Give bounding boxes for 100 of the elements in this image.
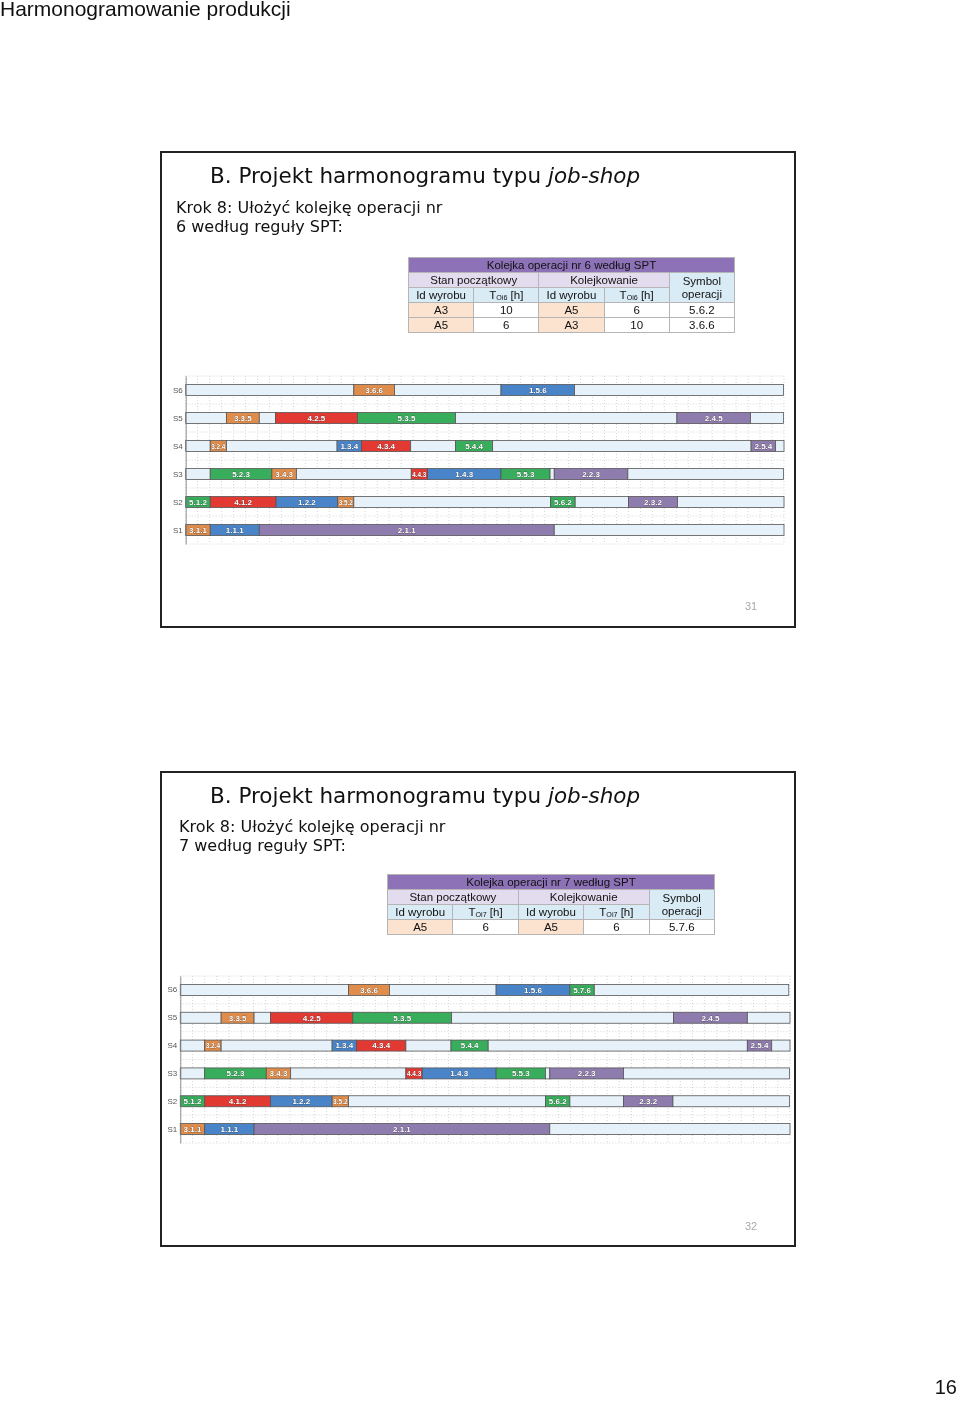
y-tick-label: S2 — [167, 1096, 178, 1106]
series-label: 4.1.2 — [228, 1097, 248, 1107]
series-label: 3.6.6 — [360, 985, 379, 995]
series-label: 2.1.1 — [393, 1124, 412, 1134]
series-label: 3.4.3 — [269, 1069, 288, 1079]
text: 6 — [583, 919, 650, 935]
text: Stan początkowy — [408, 272, 539, 288]
text: 5.7.6 — [649, 919, 715, 935]
text: T$_{Oi6}$ [h] — [604, 287, 670, 303]
series-label: 3.6.6 — [365, 385, 384, 395]
series-label: 2.1.1 — [397, 525, 417, 535]
series-label: 1.4.3 — [455, 469, 474, 479]
series-label: 2.2.3 — [577, 1069, 597, 1079]
series-label: 1.3.4 — [340, 441, 359, 451]
text: Symbol operacji — [669, 272, 735, 303]
series-label: 3.5.2 — [333, 1097, 351, 1107]
series-label: 2.3.2 — [644, 497, 663, 507]
series-label: 4.4.3 — [412, 469, 431, 479]
series-label: 1.5.6 — [528, 385, 548, 395]
y-tick-label: S5 — [172, 413, 184, 423]
y-tick-label: S2 — [172, 497, 184, 507]
series-label: 3.3.5 — [228, 1013, 248, 1023]
series-label: 3.3.5 — [233, 413, 253, 423]
text: T$_{Oi6}$ [h] — [473, 287, 539, 303]
text: Kolejkowanie — [538, 272, 670, 288]
text: A3 — [538, 317, 605, 333]
y-tick-label: S5 — [167, 1013, 178, 1023]
series-label: 4.2.5 — [302, 1013, 322, 1023]
series-label: 5.3.5 — [393, 1013, 412, 1023]
text: 5.6.2 — [669, 302, 735, 318]
y-tick-label: S1 — [172, 525, 184, 535]
series-label: 2.4.5 — [701, 1013, 720, 1023]
text: A3 — [408, 302, 474, 318]
text: A5 — [518, 919, 584, 935]
text: Id wyrobu — [518, 904, 584, 920]
series-label: 5.2.3 — [226, 1069, 245, 1079]
series-label: 1.3.4 — [335, 1041, 354, 1051]
series-label: 1.5.6 — [524, 985, 543, 995]
series-label: 3.4.3 — [275, 469, 294, 479]
series-label: 5.4.4 — [460, 1041, 480, 1051]
series-label: 4.2.5 — [307, 413, 326, 423]
text: T$_{Oi7}$ [h] — [452, 904, 519, 920]
series-label: 3.1.1 — [183, 1124, 202, 1134]
text: Kolejka operacji nr 7 według SPT — [387, 874, 715, 890]
series-label: 1.2.2 — [292, 1097, 311, 1107]
text: A5 — [387, 919, 453, 935]
text: Symbol operacji — [649, 889, 715, 920]
text: 10 — [604, 317, 670, 333]
series-label: 5.7.6 — [573, 985, 592, 995]
series-label: 5.4.4 — [465, 441, 484, 451]
y-tick-label: S6 — [172, 385, 184, 395]
text: A5 — [408, 317, 474, 333]
text: 6 — [452, 919, 519, 935]
text: 6 — [604, 302, 670, 318]
text: 16 — [934, 1376, 957, 1399]
text: 32 — [744, 1220, 758, 1232]
series-label: 2.3.2 — [639, 1097, 658, 1107]
series-label: 5.2.3 — [232, 469, 251, 479]
y-tick-label: S4 — [172, 441, 184, 451]
text: Kolejka operacji nr 6 według SPT — [408, 257, 735, 273]
series-label: 5.5.3 — [511, 1069, 531, 1079]
series-label: 3.1.1 — [189, 525, 208, 535]
text: Id wyrobu — [408, 287, 474, 303]
series-label: 5.3.5 — [397, 413, 416, 423]
y-tick-label: S3 — [172, 469, 184, 479]
series-label: 5.6.2 — [548, 1097, 568, 1107]
text: A5 — [538, 302, 605, 318]
series-label: 4.3.4 — [372, 1041, 391, 1051]
series-label: 4.3.4 — [377, 441, 396, 451]
series-label: 5.6.2 — [554, 497, 573, 507]
series-label: 1.2.2 — [297, 497, 317, 507]
series-label: 1.1.1 — [220, 1124, 239, 1134]
series-label: 4.4.3 — [406, 1069, 425, 1079]
y-tick-label: S4 — [167, 1041, 178, 1051]
chart-title: B. Projekt harmonogramu typu job-shop — [210, 163, 641, 188]
text: Id wyrobu — [387, 904, 453, 920]
series-label: 4.1.2 — [234, 497, 253, 507]
series-label: 2.2.3 — [582, 469, 601, 479]
series-label: 2.5.4 — [754, 441, 773, 451]
y-tick-label: S3 — [167, 1068, 178, 1078]
text: 6 — [473, 317, 539, 333]
text: 31 — [744, 600, 758, 612]
text: 3.6.6 — [669, 317, 735, 333]
series-label: 3.2.4 — [205, 1041, 224, 1051]
series-label: 5.1.2 — [189, 497, 208, 507]
series-label: 3.5.2 — [338, 497, 357, 507]
text: 10 — [473, 302, 539, 318]
text: Harmonogramowanie produkcji — [0, 0, 291, 21]
series-label: 2.5.4 — [750, 1041, 769, 1051]
text: Stan początkowy — [387, 889, 519, 905]
series-label: 3.2.4 — [211, 441, 230, 451]
chart-title: B. Projekt harmonogramu typu job-shop — [210, 783, 641, 808]
series-label: 1.4.3 — [450, 1069, 469, 1079]
chart-subtitle: Krok 8: Ułożyć kolejkę operacji nr 7 według reguły SPT: — [179, 817, 447, 855]
chart-subtitle: Krok 8: Ułożyć kolejkę operacji nr 6 według reguły SPT: — [176, 198, 444, 236]
y-tick-label: S1 — [167, 1124, 178, 1134]
series-label: 2.4.5 — [704, 413, 724, 423]
text: T$_{Oi7}$ [h] — [583, 904, 650, 920]
text: Id wyrobu — [538, 287, 605, 303]
series-label: 1.1.1 — [225, 525, 245, 535]
